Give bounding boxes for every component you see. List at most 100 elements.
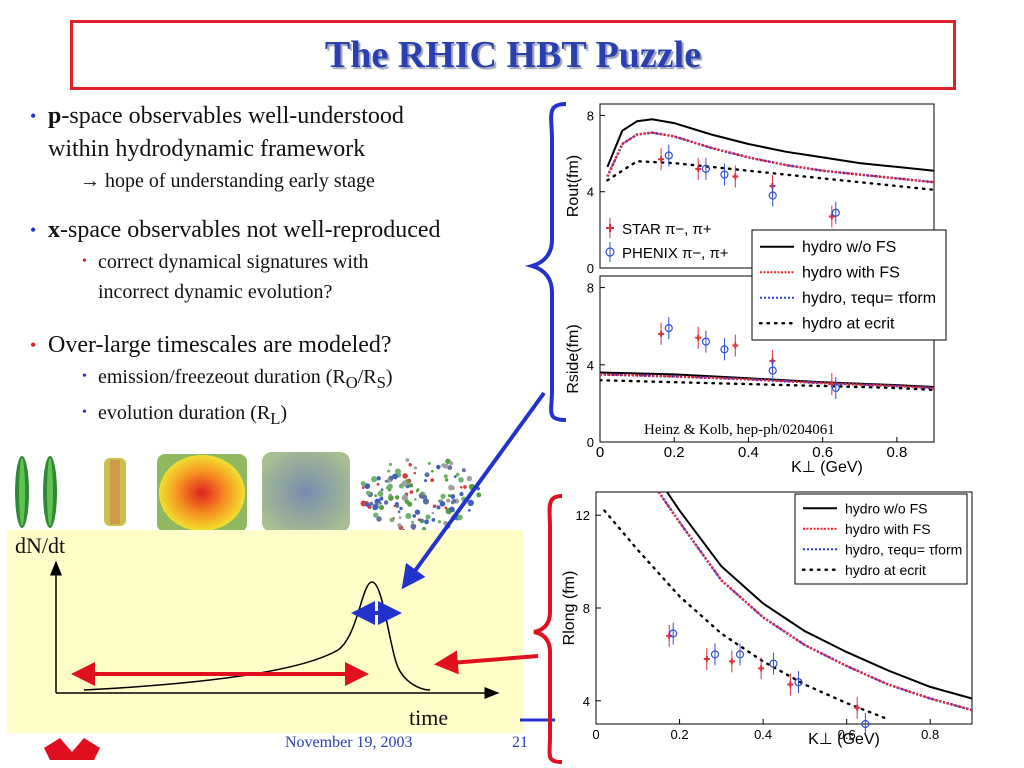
title-box: The RHIC HBT Puzzle [70,20,956,90]
dndt-label: dN/dt [15,533,66,558]
particle [424,479,428,483]
sub-bullet-text: evolution duration (R [98,402,271,424]
y-tick-label: 12 [576,508,590,523]
sub-bullet-dot: • [82,369,87,384]
particle [393,504,396,508]
legend-phenix-marker-circle [605,247,615,257]
particle [405,513,412,520]
subscript: O [345,373,358,392]
time-label: time [409,705,449,730]
x-tick-label: 0 [596,444,604,461]
particle [414,509,421,515]
particle [395,504,400,508]
particle [467,508,471,512]
subscript: L [270,409,281,428]
particle [373,512,379,518]
particle [377,502,380,505]
particle [408,463,412,467]
bullet-text-line2: within hydrodynamic framework [48,136,366,162]
legend-label: hydro at ecrit [845,562,926,578]
legend-hydro-models-bottom: hydro w/o FS hydro with FS hydro, τequ= τf… [794,493,968,585]
blue-brace [524,102,567,422]
particle [388,462,393,467]
particle [380,488,384,492]
star-data-point [732,165,739,188]
particle [383,500,389,505]
particle [463,485,467,489]
particle [413,471,416,475]
particle [447,494,451,498]
particle [431,518,436,522]
sub-bullet-hope: → hope of understanding early stage [80,170,375,192]
star-data-point [658,148,665,171]
phenix-data-point [769,652,778,675]
particle [440,493,446,499]
expanding-medium-icon [262,452,350,532]
particle [466,475,473,482]
curve-hydro-w-o-fs-R_long [666,492,972,700]
x-tick-label: 0.6 [812,444,833,461]
particle [431,511,435,515]
particle [430,478,435,483]
curve-hydro-with-fs-R_long [657,492,972,712]
y-axis-label-R_out: Rout(fm) [565,155,582,217]
footer-date: November 19, 2003 [285,734,413,751]
star-data-point [703,648,710,671]
legend-label: hydro with FS [802,264,900,281]
particle [436,464,441,470]
particle [401,480,408,487]
credit-text: Heinz & Kolb, hep-ph/0204061 [644,422,835,438]
particle [379,496,384,501]
star-data-point [854,696,861,719]
bullet-dot: • [30,335,37,355]
curve-hydro-with-fs-R_side [600,373,934,389]
x-tick-label: 0.4 [754,727,772,742]
particle [398,516,402,519]
particle [389,517,395,523]
particle [467,499,474,507]
sub-bullet-text: correct dynamical signatures with [98,251,369,273]
sub-bullet-text: ) [385,366,393,388]
legend-label: hydro w/o FS [802,239,896,256]
y-tick-label: 8 [587,281,594,296]
particle [413,466,418,470]
particle [413,498,417,501]
particle [376,482,380,486]
particle [397,523,402,528]
particle [476,492,482,498]
particle [421,494,428,500]
particle [444,478,449,482]
legend-label: hydro w/o FS [845,500,927,516]
x-tick-label: 0.4 [738,444,759,461]
curve-hydro-with-fs-R_out [606,131,934,184]
slide-title: The RHIC HBT Puzzle [324,34,702,76]
sub-bullet-dynamics: • correct dynamical signatures with inco… [30,247,530,307]
particle [457,514,463,521]
y-tick-label: 4 [587,358,594,373]
legend-label: hydro with FS [845,521,931,537]
particle [453,475,457,478]
particle [450,494,456,499]
sub-bullet-text: /R [357,366,377,388]
nucleus-a-icon [15,456,29,528]
x-tick-label: 0.8 [921,727,939,742]
particle [412,514,417,518]
particle [443,474,448,479]
particle [361,486,365,490]
curve-hydro-at-ecrit-R_long [603,509,890,721]
particle [402,473,408,479]
phenix-data-point [664,317,673,340]
red-brace [533,494,563,764]
particle [387,469,391,473]
phenix-data-point [768,184,777,207]
y-tick-label: 4 [583,694,590,709]
y-axis-label-R_side: Rside(fm) [565,324,582,393]
particle [401,494,408,501]
timeline-panel [7,530,523,733]
evolution-images [15,452,482,532]
legend-hydro-models-top: hydro w/o FS hydro with FS hydro, τequ= τf… [751,229,947,341]
phenix-data-point [701,330,711,353]
particle [399,506,403,511]
